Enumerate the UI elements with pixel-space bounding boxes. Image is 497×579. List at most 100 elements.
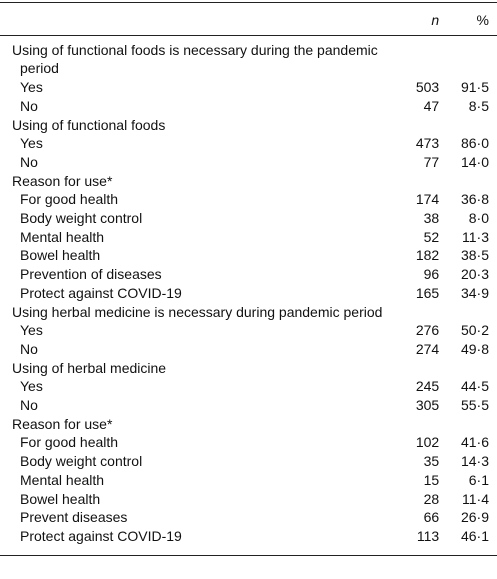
item-label: Yes	[20, 378, 43, 395]
table-body: Using of functional foods is necessary d…	[0, 35, 497, 555]
percent-cell: 14·3	[460, 453, 489, 470]
item-label: Body weight control	[20, 210, 143, 227]
item-label: Body weight control	[20, 453, 143, 470]
count-cell: 47	[423, 97, 440, 114]
item-row: No 305 55·5	[0, 396, 497, 415]
count-cell: 245	[415, 378, 440, 395]
count-cell: 66	[423, 509, 440, 526]
empty-cell	[402, 359, 439, 378]
empty-cell	[402, 172, 439, 191]
item-label: For good health	[20, 191, 119, 208]
count-cell: 473	[415, 135, 440, 152]
item-label: Bowel health	[20, 247, 101, 264]
percent-cell: 44·5	[460, 378, 489, 395]
percent-cell: 46·1	[460, 527, 489, 544]
item-label: Mental health	[20, 228, 105, 245]
item-row: Yes 245 44·5	[0, 377, 497, 396]
percent-cell: 50·2	[460, 322, 489, 339]
section-row: Using of herbal medicine	[0, 359, 497, 378]
section-row: Reason for use*	[0, 415, 497, 434]
item-row: Body weight control 35 14·3	[0, 452, 497, 471]
percent-cell: 86·0	[460, 135, 489, 152]
count-cell: 113	[416, 527, 440, 544]
section-label: Reason for use*	[12, 172, 113, 189]
section-label: Using of functional foods is necessary d…	[12, 41, 378, 77]
percent-cell: 8·0	[468, 210, 489, 227]
section-label: Using of functional foods	[12, 116, 166, 133]
count-cell: 35	[423, 453, 440, 470]
item-label: Yes	[20, 135, 43, 152]
section-label: Using herbal medicine is necessary durin…	[12, 303, 383, 320]
item-label: No	[20, 340, 38, 357]
count-cell: 96	[423, 266, 440, 283]
data-table: n % Using of functional foods is necessa…	[0, 2, 497, 556]
item-label: No	[20, 397, 38, 414]
item-row: No 77 14·0	[0, 153, 497, 172]
percent-cell: 55·5	[460, 397, 489, 414]
empty-cell	[439, 303, 497, 322]
item-row: Protect against COVID-19 165 34·9	[0, 284, 497, 303]
count-cell: 38	[423, 210, 440, 227]
item-label: Prevent diseases	[20, 509, 128, 526]
percent-cell: 6·1	[468, 471, 489, 488]
empty-cell	[402, 303, 439, 322]
item-row: Bowel health 28 11·4	[0, 490, 497, 509]
count-cell: 52	[423, 228, 440, 245]
item-row: Mental health 52 11·3	[0, 228, 497, 247]
empty-cell	[402, 116, 439, 135]
table-header: n %	[0, 2, 497, 36]
count-cell: 305	[415, 397, 440, 414]
section-label: Reason for use*	[12, 415, 113, 432]
count-cell: 165	[415, 284, 440, 301]
count-cell: 102	[415, 434, 440, 451]
empty-cell	[439, 172, 497, 191]
item-row: Protect against COVID-19 113 46·1	[0, 527, 497, 555]
item-row: Yes 473 86·0	[0, 134, 497, 153]
empty-cell	[439, 415, 497, 434]
percent-cell: 49·8	[460, 340, 489, 357]
percent-cell: 41·6	[460, 434, 489, 451]
header-blank	[0, 2, 403, 36]
percent-cell: 34·9	[460, 284, 489, 301]
header-percent: %	[439, 2, 497, 36]
item-row: For good health 174 36·8	[0, 190, 497, 209]
empty-cell	[439, 116, 497, 135]
item-label: No	[20, 97, 38, 114]
count-cell: 182	[415, 247, 440, 264]
percent-cell: 11·3	[462, 228, 489, 245]
empty-cell	[439, 359, 497, 378]
item-row: Yes 276 50·2	[0, 321, 497, 340]
item-row: Bowel health 182 38·5	[0, 246, 497, 265]
count-cell: 274	[415, 340, 440, 357]
item-row: Prevent diseases 66 26·9	[0, 508, 497, 527]
percent-cell: 91·5	[460, 79, 489, 96]
count-cell: 276	[415, 322, 440, 339]
count-cell: 503	[415, 79, 440, 96]
item-label: Protect against COVID-19	[20, 284, 182, 301]
item-label: Mental health	[20, 471, 105, 488]
item-row: No 274 49·8	[0, 340, 497, 359]
item-row: For good health 102 41·6	[0, 433, 497, 452]
section-label: Using of herbal medicine	[12, 359, 167, 376]
item-row: No 47 8·5	[0, 97, 497, 116]
item-row: Yes 503 91·5	[0, 78, 497, 97]
percent-cell: 38·5	[460, 247, 489, 264]
item-label: Prevention of diseases	[20, 266, 162, 283]
header-n: n	[402, 2, 440, 36]
percent-cell: 26·9	[460, 509, 489, 526]
item-label: Bowel health	[20, 490, 101, 507]
item-label: No	[20, 153, 38, 170]
item-label: Protect against COVID-19	[20, 527, 182, 544]
section-row: Using herbal medicine is necessary durin…	[0, 303, 497, 322]
percent-cell: 36·8	[460, 191, 489, 208]
section-row: Using of functional foods	[0, 116, 497, 135]
empty-cell	[402, 415, 439, 434]
header-row: n %	[0, 2, 497, 36]
item-label: Yes	[20, 322, 43, 339]
percent-cell: 20·3	[460, 266, 489, 283]
count-cell: 15	[423, 471, 440, 488]
item-label: Yes	[20, 79, 43, 96]
percent-cell: 8·5	[468, 97, 489, 114]
empty-cell	[402, 35, 439, 78]
